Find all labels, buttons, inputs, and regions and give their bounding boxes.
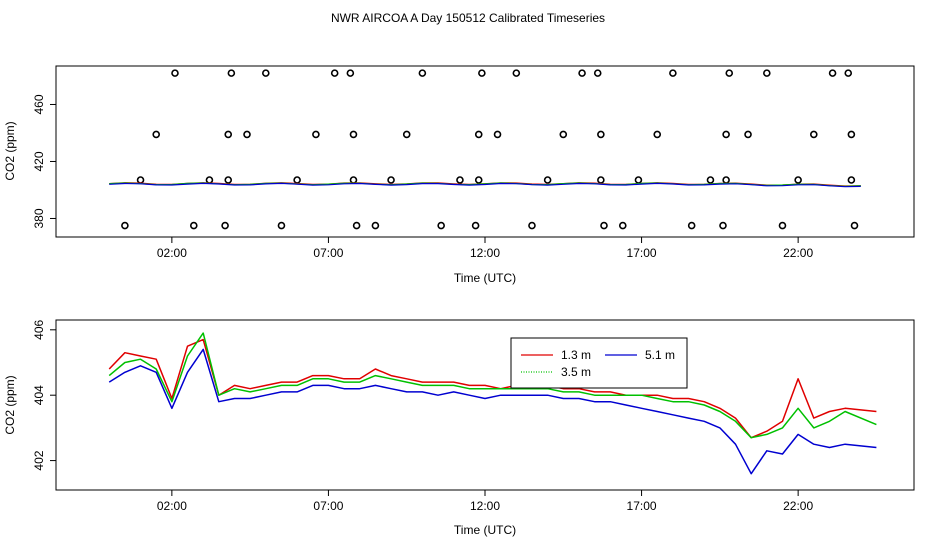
calibration-point xyxy=(227,69,236,77)
series-line-1-3m xyxy=(108,338,877,439)
x-tick-label: 22:00 xyxy=(783,499,813,513)
calibration-point xyxy=(597,130,605,139)
calibration-point xyxy=(778,221,787,230)
calibration-point xyxy=(559,130,568,139)
calibration-point xyxy=(722,176,730,184)
ambient-trace xyxy=(109,182,861,188)
calibration-point xyxy=(136,176,145,184)
calibration-point xyxy=(653,130,662,139)
calibration-point xyxy=(618,221,627,230)
calibration-point xyxy=(243,130,251,139)
calibration-point xyxy=(844,69,853,77)
calibration-point xyxy=(371,221,380,230)
x-tick-label: 17:00 xyxy=(627,499,657,513)
calibration-point xyxy=(593,69,602,77)
calibration-point xyxy=(847,130,856,139)
plot-area-frame xyxy=(55,319,915,491)
x-tick-label: 17:00 xyxy=(627,246,657,260)
timeseries-panel: CO2 (ppm) Time (UTC) 02:00 07:00 12:00 17:0… xyxy=(3,319,915,537)
calibration-point xyxy=(725,69,734,77)
calibration-point xyxy=(224,176,233,184)
calibration-point xyxy=(471,221,480,230)
plot-marks: 02:00 07:00 12:00 17:00 22:00 380 420 460 xyxy=(32,69,861,260)
calibration-point xyxy=(171,69,179,77)
calibration-point xyxy=(850,221,859,230)
calibration-point xyxy=(402,130,411,139)
x-axis-label: Time (UTC) xyxy=(454,523,516,537)
legend-label-1-3m: 1.3 m xyxy=(561,348,591,362)
calibration-point xyxy=(456,176,464,184)
calibration-point xyxy=(352,221,361,230)
y-tick-label: 380 xyxy=(32,208,46,228)
calibration-point xyxy=(349,130,358,139)
chart-title: NWR AIRCOA A Day 150512 Calibrated Times… xyxy=(331,11,605,25)
calibration-point xyxy=(597,176,605,184)
calibration-point xyxy=(205,176,214,184)
calibration-point xyxy=(578,69,586,77)
calibration-point xyxy=(543,176,552,184)
x-tick-label: 02:00 xyxy=(157,246,187,260)
calibration-point xyxy=(387,176,395,184)
y-tick-label: 406 xyxy=(32,319,46,339)
x-tick-label: 12:00 xyxy=(470,499,500,513)
calibration-point xyxy=(794,176,802,184)
calibration-point xyxy=(437,221,445,230)
series-line-5-1m xyxy=(108,348,877,475)
calibration-point xyxy=(744,130,752,139)
calibration-point xyxy=(262,69,270,77)
legend: 1.3 m 5.1 m 3.5 m xyxy=(510,337,688,389)
calibration-point xyxy=(189,221,198,230)
x-tick-label: 22:00 xyxy=(783,246,813,260)
legend-label-3-5m: 3.5 m xyxy=(561,365,591,379)
y-tick-label: 420 xyxy=(32,151,46,171)
calibration-point xyxy=(669,69,677,77)
calibration-point xyxy=(528,221,536,230)
y-tick-label: 460 xyxy=(32,94,46,114)
calibration-point xyxy=(493,130,502,139)
calibration-point xyxy=(828,69,837,77)
calibration-point xyxy=(763,69,771,77)
x-tick-label: 12:00 xyxy=(470,246,500,260)
calibration-point xyxy=(330,69,339,77)
calibration-panel: CO2 (ppm) Time (UTC) 02:00 07:00 12:00 17:0… xyxy=(3,65,915,285)
calibration-point xyxy=(349,176,358,184)
calibration-point xyxy=(221,221,229,230)
calibration-point xyxy=(687,221,696,230)
calibration-point xyxy=(809,130,818,139)
legend-label-5-1m: 5.1 m xyxy=(645,348,675,362)
x-tick-label: 07:00 xyxy=(313,246,343,260)
calibration-point xyxy=(722,130,730,139)
calibration-point xyxy=(847,176,856,184)
calibration-point xyxy=(152,130,161,139)
calibration-point xyxy=(634,176,643,184)
x-axis-label: Time (UTC) xyxy=(454,271,516,285)
calibration-point xyxy=(418,69,427,77)
calibration-point xyxy=(121,221,129,230)
calibration-point xyxy=(346,69,355,77)
calibration-point xyxy=(600,221,608,230)
y-axis-label: CO2 (ppm) xyxy=(3,121,17,180)
x-tick-label: 02:00 xyxy=(157,499,187,513)
calibration-point xyxy=(706,176,715,184)
calibration-point xyxy=(474,176,483,184)
y-tick-label: 402 xyxy=(32,450,46,470)
calibration-point xyxy=(719,221,727,230)
y-tick-label: 404 xyxy=(32,385,46,405)
y-axis-label: CO2 (ppm) xyxy=(3,375,17,434)
plot-marks: 02:00 07:00 12:00 17:00 22:00 402 404 406 xyxy=(32,319,877,513)
calibration-point xyxy=(474,130,483,139)
series-line-3-5m xyxy=(108,332,877,439)
calibration-point xyxy=(277,221,286,230)
calibration-point xyxy=(478,69,486,77)
plot-area-frame xyxy=(55,65,915,238)
calibration-point xyxy=(293,176,301,184)
calibration-point xyxy=(512,69,521,77)
calibration-point xyxy=(312,130,320,139)
calibration-point xyxy=(224,130,233,139)
x-tick-label: 07:00 xyxy=(313,499,343,513)
legend-box xyxy=(510,337,688,389)
